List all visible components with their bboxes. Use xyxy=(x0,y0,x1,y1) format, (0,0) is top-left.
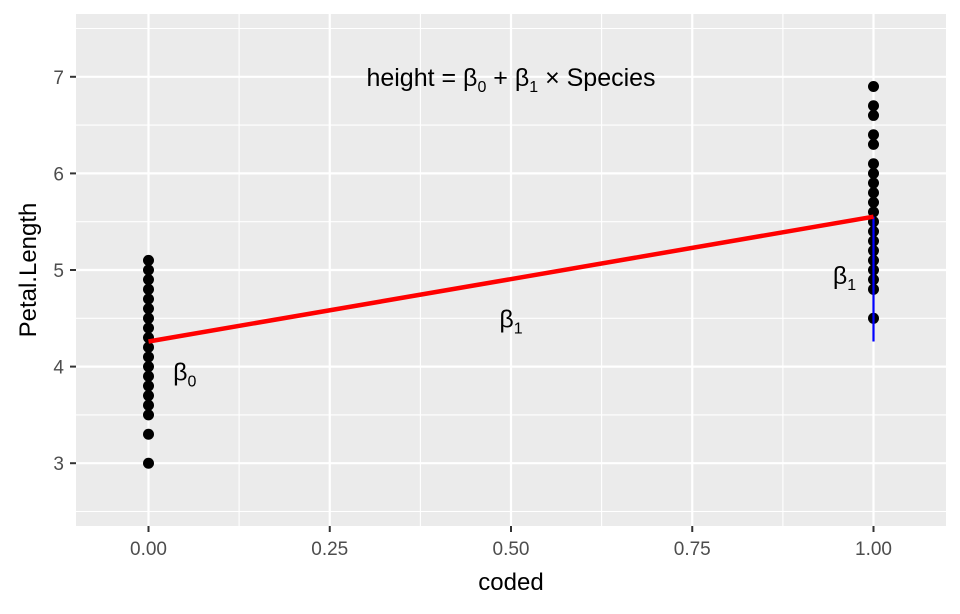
y-axis-title: Petal.Length xyxy=(15,203,42,338)
data-point xyxy=(868,138,879,150)
data-point xyxy=(868,187,879,199)
y-tick-label: 7 xyxy=(53,68,64,89)
data-point xyxy=(143,351,154,363)
x-axis-title: coded xyxy=(478,569,543,596)
regression-line xyxy=(148,214,874,344)
y-tick-label: 5 xyxy=(53,261,64,282)
x-tick-label: 1.00 xyxy=(855,539,892,560)
data-layer xyxy=(143,80,879,469)
data-point xyxy=(868,206,879,218)
data-point xyxy=(143,312,154,324)
data-point xyxy=(868,196,879,208)
data-point xyxy=(143,380,154,392)
annotation-beta0: β0 xyxy=(173,358,196,390)
data-point xyxy=(143,322,154,334)
data-point xyxy=(143,390,154,402)
data-point xyxy=(143,293,154,305)
x-tick-label: 0.25 xyxy=(311,539,348,560)
data-point xyxy=(143,409,154,421)
data-point xyxy=(868,167,879,179)
x-axis: 0.00 0.25 0.50 0.75 1.00 xyxy=(130,526,892,560)
data-point xyxy=(143,283,154,295)
data-point xyxy=(868,109,879,121)
x-tick-label: 0.50 xyxy=(493,539,530,560)
data-point xyxy=(868,100,879,112)
annotation-equation: height = β0 + β1 × Species xyxy=(366,64,655,96)
data-point xyxy=(143,341,154,353)
data-point xyxy=(143,457,154,469)
data-point xyxy=(143,399,154,411)
data-point xyxy=(868,177,879,189)
x-tick-label: 0.00 xyxy=(130,539,167,560)
y-axis: 3 4 5 6 7 xyxy=(53,68,76,475)
data-point xyxy=(868,129,879,141)
data-point xyxy=(868,80,879,92)
data-point xyxy=(143,274,154,286)
data-point xyxy=(143,303,154,315)
annotation-beta1-mid: β1 xyxy=(499,305,522,337)
annotations-layer: height = β0 + β1 × Species β0 β1 β1 xyxy=(173,64,856,391)
x-tick-label: 0.75 xyxy=(674,539,711,560)
y-tick-label: 3 xyxy=(53,454,64,475)
data-point xyxy=(143,428,154,440)
data-point xyxy=(143,264,154,276)
data-point xyxy=(143,361,154,373)
y-tick-label: 6 xyxy=(53,164,64,185)
data-point xyxy=(868,158,879,170)
y-tick-label: 4 xyxy=(53,358,64,379)
data-point xyxy=(143,370,154,382)
annotation-beta1-right: β1 xyxy=(833,262,856,294)
data-point xyxy=(143,254,154,266)
